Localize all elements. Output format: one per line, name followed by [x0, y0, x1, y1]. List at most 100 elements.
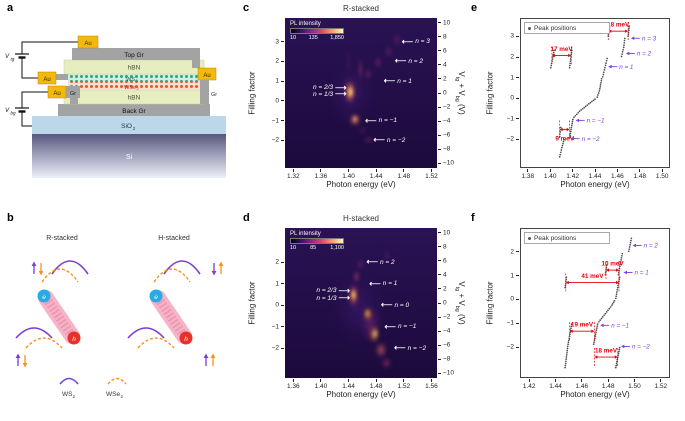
battery-vtg-icon: [15, 53, 29, 59]
ws2-valence-band: [127, 327, 165, 339]
point-marker-icon: [528, 236, 531, 240]
tick-mark: [430, 379, 432, 382]
measurement-annotation: 18 meV: [607, 22, 630, 41]
right-axis-label: Vtg + Vbg (V): [454, 71, 466, 114]
spin-up-icon: [218, 261, 224, 274]
ws2-label-sub: 2: [136, 78, 139, 83]
tick-mark: [438, 372, 441, 374]
state-annotation-text: n = −1: [397, 323, 417, 331]
hole-circle: [179, 331, 193, 345]
wse2-valence-band: [137, 337, 175, 349]
axis-label-part: + V: [456, 291, 466, 306]
arrow-left-icon: ⟵: [401, 36, 414, 46]
gate-tick-label: −4: [443, 327, 451, 335]
state-annotation: ⟵ n = 2: [367, 258, 395, 266]
legend-ws2-label: WS: [62, 391, 73, 398]
x-tick-label: 1.46: [611, 173, 624, 180]
measurement-label: 18 meV: [595, 348, 618, 355]
scatter-plot-r: Peak positions 18 meV 17 meV 9 meV n = 3 n =…: [520, 18, 670, 168]
scatter-canvas: 10 meV 41 meV 19 meV 18 meV n = 2 n = 1 n = −1…: [564, 237, 658, 369]
electron-circle: [37, 289, 51, 303]
gate-tick-label: 6: [443, 47, 447, 55]
tick-mark: [438, 232, 441, 234]
state-annotation: ⟵ n = 1: [384, 77, 412, 85]
electron-label: e: [42, 294, 46, 301]
measurement-annotation: 17 meV: [551, 46, 574, 65]
electron-label: e: [154, 294, 158, 301]
ws2-curve-icon: [59, 377, 79, 385]
y-tick-label: −2: [271, 136, 279, 144]
measurement-label: 9 meV: [555, 135, 574, 142]
gate-tick-label: 6: [443, 257, 447, 265]
tick-mark: [281, 100, 284, 102]
arrow-left-icon: [575, 118, 580, 123]
x-tick-label: 1.44: [588, 173, 602, 180]
tick-mark: [281, 41, 284, 43]
tick-mark: [516, 56, 519, 58]
right-graphene-contact-lower: [200, 80, 209, 104]
state-annotation-text: n = 1/3: [312, 90, 334, 98]
tick-mark: [528, 379, 530, 382]
tick-mark: [438, 106, 441, 108]
state-label-text: n = 3: [642, 35, 657, 42]
y-axis-label: Filling factor: [485, 281, 495, 325]
wse2-valence-band: [25, 337, 63, 349]
measurement-label: 19 meV: [571, 322, 594, 329]
electron-circle: [149, 289, 163, 303]
x-tick-label: 1.44: [342, 383, 355, 390]
tick-mark: [348, 379, 350, 382]
heatmap-r-stacked: PL intensity 10 135 1,850 ⟵ n = 3 ⟵ n = 2 ⟵ n…: [285, 18, 437, 168]
wse2-layer: [68, 82, 200, 90]
state-annotation-text: n = 2: [408, 57, 423, 65]
state-label-text: n = 2: [637, 51, 652, 58]
x-tick-label: 1.38: [521, 173, 535, 180]
state-annotation-text: n = −2: [386, 136, 406, 144]
emission-feature: [378, 354, 395, 372]
measurement-label: 17 meV: [551, 46, 574, 53]
state-annotation-text: n = −2: [407, 344, 427, 352]
exciton-band: [38, 290, 80, 344]
x-tick-label: 1.48: [369, 383, 383, 390]
tick-mark: [516, 35, 519, 37]
emission-feature: [372, 53, 385, 72]
gate-tick-label: 4: [443, 271, 447, 279]
y-tick-label: 3: [275, 38, 279, 46]
legend-wse2-label: WSe: [106, 391, 120, 398]
measurement-annotation: 41 meV: [565, 273, 620, 292]
y-tick-label: 1: [275, 77, 279, 85]
tick-mark: [516, 118, 519, 120]
state-annotation: n = 2/3 ⟶: [312, 83, 347, 92]
state-annotation-text: n = 1: [397, 77, 412, 85]
tick-mark: [438, 50, 441, 52]
au-right-label: Au: [203, 73, 210, 79]
arrow-left-icon: ⟵: [369, 278, 381, 288]
tick-mark: [438, 344, 441, 346]
state-annotation-text: n = 2/3: [312, 84, 334, 92]
state-annotation-text: n = −1: [378, 117, 398, 125]
gate-tick-label: 0: [443, 299, 447, 307]
state-annotation: n = 1/3 ⟶: [316, 294, 350, 302]
measurement-annotation: 9 meV: [555, 120, 575, 142]
scatter-plot-h: Peak positions 10 meV 41 meV 19 meV 18 meV n…: [520, 228, 670, 378]
tick-mark: [438, 358, 441, 360]
state-label-text: n = −2: [582, 136, 600, 143]
tick-mark: [438, 120, 441, 122]
wse2-label-sub: 2: [137, 86, 140, 91]
x-tick-label: 1.44: [369, 173, 383, 180]
measurement-annotation: 10 meV: [601, 261, 624, 280]
x-tick-label: 1.52: [397, 383, 411, 390]
x-tick-label: 1.52: [654, 383, 668, 390]
tick-mark: [281, 120, 284, 122]
tick-mark: [660, 379, 662, 382]
x-axis-label: Photon energy (eV): [560, 390, 630, 399]
arrow-left-icon: [600, 323, 604, 328]
state-label: n = −2: [620, 344, 650, 351]
y-tick-label: 1: [510, 74, 514, 82]
vtg-label-sub: tg: [11, 57, 15, 62]
arrow-left-icon: [608, 64, 612, 69]
point-marker-icon: [528, 26, 531, 30]
tick-mark: [438, 148, 441, 150]
state-annotation-text: n = 1: [382, 280, 398, 288]
spin-down-icon: [211, 263, 217, 276]
